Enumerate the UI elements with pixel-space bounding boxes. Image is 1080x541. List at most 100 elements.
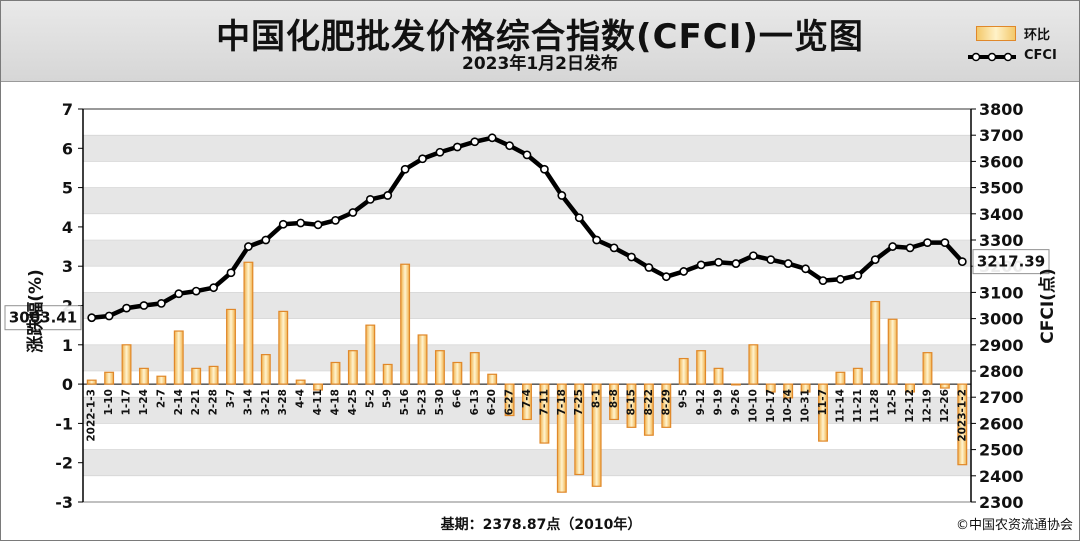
bar xyxy=(626,383,637,428)
cfci-point xyxy=(905,243,915,253)
y-left-tick-label: -3 xyxy=(55,493,73,512)
cfci-point xyxy=(244,242,253,251)
bar xyxy=(173,330,184,385)
x-tick-label: 2-21 xyxy=(190,389,202,415)
bar xyxy=(400,263,411,385)
x-tick-label: 1-24 xyxy=(138,389,150,415)
y-left-tick-label: 3 xyxy=(62,257,73,276)
x-tick-label: 7-18 xyxy=(556,389,568,415)
bar xyxy=(417,334,428,385)
x-tick-label: 7-25 xyxy=(573,389,585,415)
bar xyxy=(957,383,968,466)
bar xyxy=(939,383,950,389)
cfci-point xyxy=(365,194,375,204)
bar xyxy=(313,383,324,391)
cfci-point xyxy=(783,259,793,268)
bar xyxy=(156,375,167,385)
chart-header: 中国化肥批发价格综合指数(CFCI)一览图 2023年1月2日发布 环比 CFC… xyxy=(1,1,1079,82)
x-tick-label: 4-18 xyxy=(329,389,341,415)
bar xyxy=(591,383,602,487)
cfci-point xyxy=(731,259,741,268)
cfci-point xyxy=(661,272,671,282)
legend-bar-label: 环比 xyxy=(1024,28,1051,43)
cfci-point xyxy=(505,141,514,151)
x-tick-label: 5-9 xyxy=(382,389,394,408)
bar xyxy=(556,383,567,493)
cfci-point xyxy=(209,283,218,293)
x-tick-label: 7-11 xyxy=(538,389,550,415)
value-annotation: 3003.41 xyxy=(4,305,82,331)
value-annotation: 3217.39 xyxy=(972,249,1050,275)
cfci-point xyxy=(400,164,410,174)
bar xyxy=(887,318,898,385)
x-tick-label: 5-30 xyxy=(434,389,446,415)
x-tick-label: 10-10 xyxy=(747,389,759,423)
y-right-tick-label: 3300 xyxy=(979,231,1024,250)
bar xyxy=(504,383,515,417)
x-tick-label: 2023-1-2 xyxy=(956,389,968,442)
x-tick-label: 4-11 xyxy=(312,389,324,415)
x-tick-label: 12-19 xyxy=(921,389,933,423)
cfci-point xyxy=(818,276,828,286)
bar xyxy=(539,383,550,444)
cfci-point xyxy=(435,147,445,157)
y-left-tick-label: 5 xyxy=(62,179,73,198)
bar xyxy=(469,352,480,385)
bar xyxy=(678,357,689,385)
cfci-point xyxy=(940,238,950,248)
bar xyxy=(243,261,254,385)
bar xyxy=(226,308,236,385)
cfci-point xyxy=(331,215,340,225)
bar xyxy=(208,365,219,385)
legend-item-line: CFCI xyxy=(966,47,1076,67)
bar xyxy=(905,383,916,393)
bar xyxy=(452,361,463,385)
footer-base: 基期：2378.87点（2010年） xyxy=(441,516,642,533)
cfci-point xyxy=(888,242,898,251)
cfci-point xyxy=(836,274,845,284)
x-tick-label: 12-5 xyxy=(887,389,899,415)
legend-line-label: CFCI xyxy=(1024,48,1057,63)
cfci-point xyxy=(278,219,288,229)
cfci-point xyxy=(296,218,306,228)
x-tick-label: 3-21 xyxy=(260,389,272,415)
bar xyxy=(138,367,149,385)
bar xyxy=(713,367,724,385)
x-tick-label: 8-15 xyxy=(625,389,637,415)
y-left-tick-label: 4 xyxy=(62,218,73,237)
legend-line-swatch xyxy=(968,52,1016,62)
cfci-point xyxy=(383,191,393,200)
bar xyxy=(86,379,97,385)
x-tick-label: 2-7 xyxy=(155,389,167,408)
y-right-tick-label: 3400 xyxy=(979,205,1024,224)
bar xyxy=(835,371,846,385)
cfci-point xyxy=(644,263,654,272)
cfci-point xyxy=(226,268,236,278)
x-tick-label: 3-28 xyxy=(277,389,289,415)
bar xyxy=(870,300,881,385)
bar xyxy=(278,310,289,385)
x-tick-label: 2-14 xyxy=(173,389,185,415)
x-tick-label: 2-28 xyxy=(208,389,220,415)
cfci-point xyxy=(122,303,131,313)
cfci-point xyxy=(714,257,723,267)
x-tick-label: 9-5 xyxy=(678,389,690,408)
y-right-tick-label: 2600 xyxy=(979,414,1024,433)
x-tick-label: 6-6 xyxy=(451,389,463,408)
y-left-tick-label: 0 xyxy=(62,375,73,394)
x-tick-label: 6-27 xyxy=(504,389,516,415)
bar xyxy=(487,373,498,385)
x-tick-label: 6-20 xyxy=(486,389,498,415)
bar xyxy=(661,383,672,428)
annotation-label: 3003.41 xyxy=(9,309,77,327)
grid-band xyxy=(83,292,971,319)
cfci-point xyxy=(522,150,532,160)
y-right-tick-label: 3500 xyxy=(979,179,1024,198)
annotation-box xyxy=(4,305,82,331)
x-tick-label: 8-1 xyxy=(591,389,603,408)
grid-band xyxy=(83,449,971,476)
chart-title: 中国化肥批发价格综合指数(CFCI)一览图 xyxy=(216,17,864,57)
cfci-point xyxy=(470,137,480,147)
